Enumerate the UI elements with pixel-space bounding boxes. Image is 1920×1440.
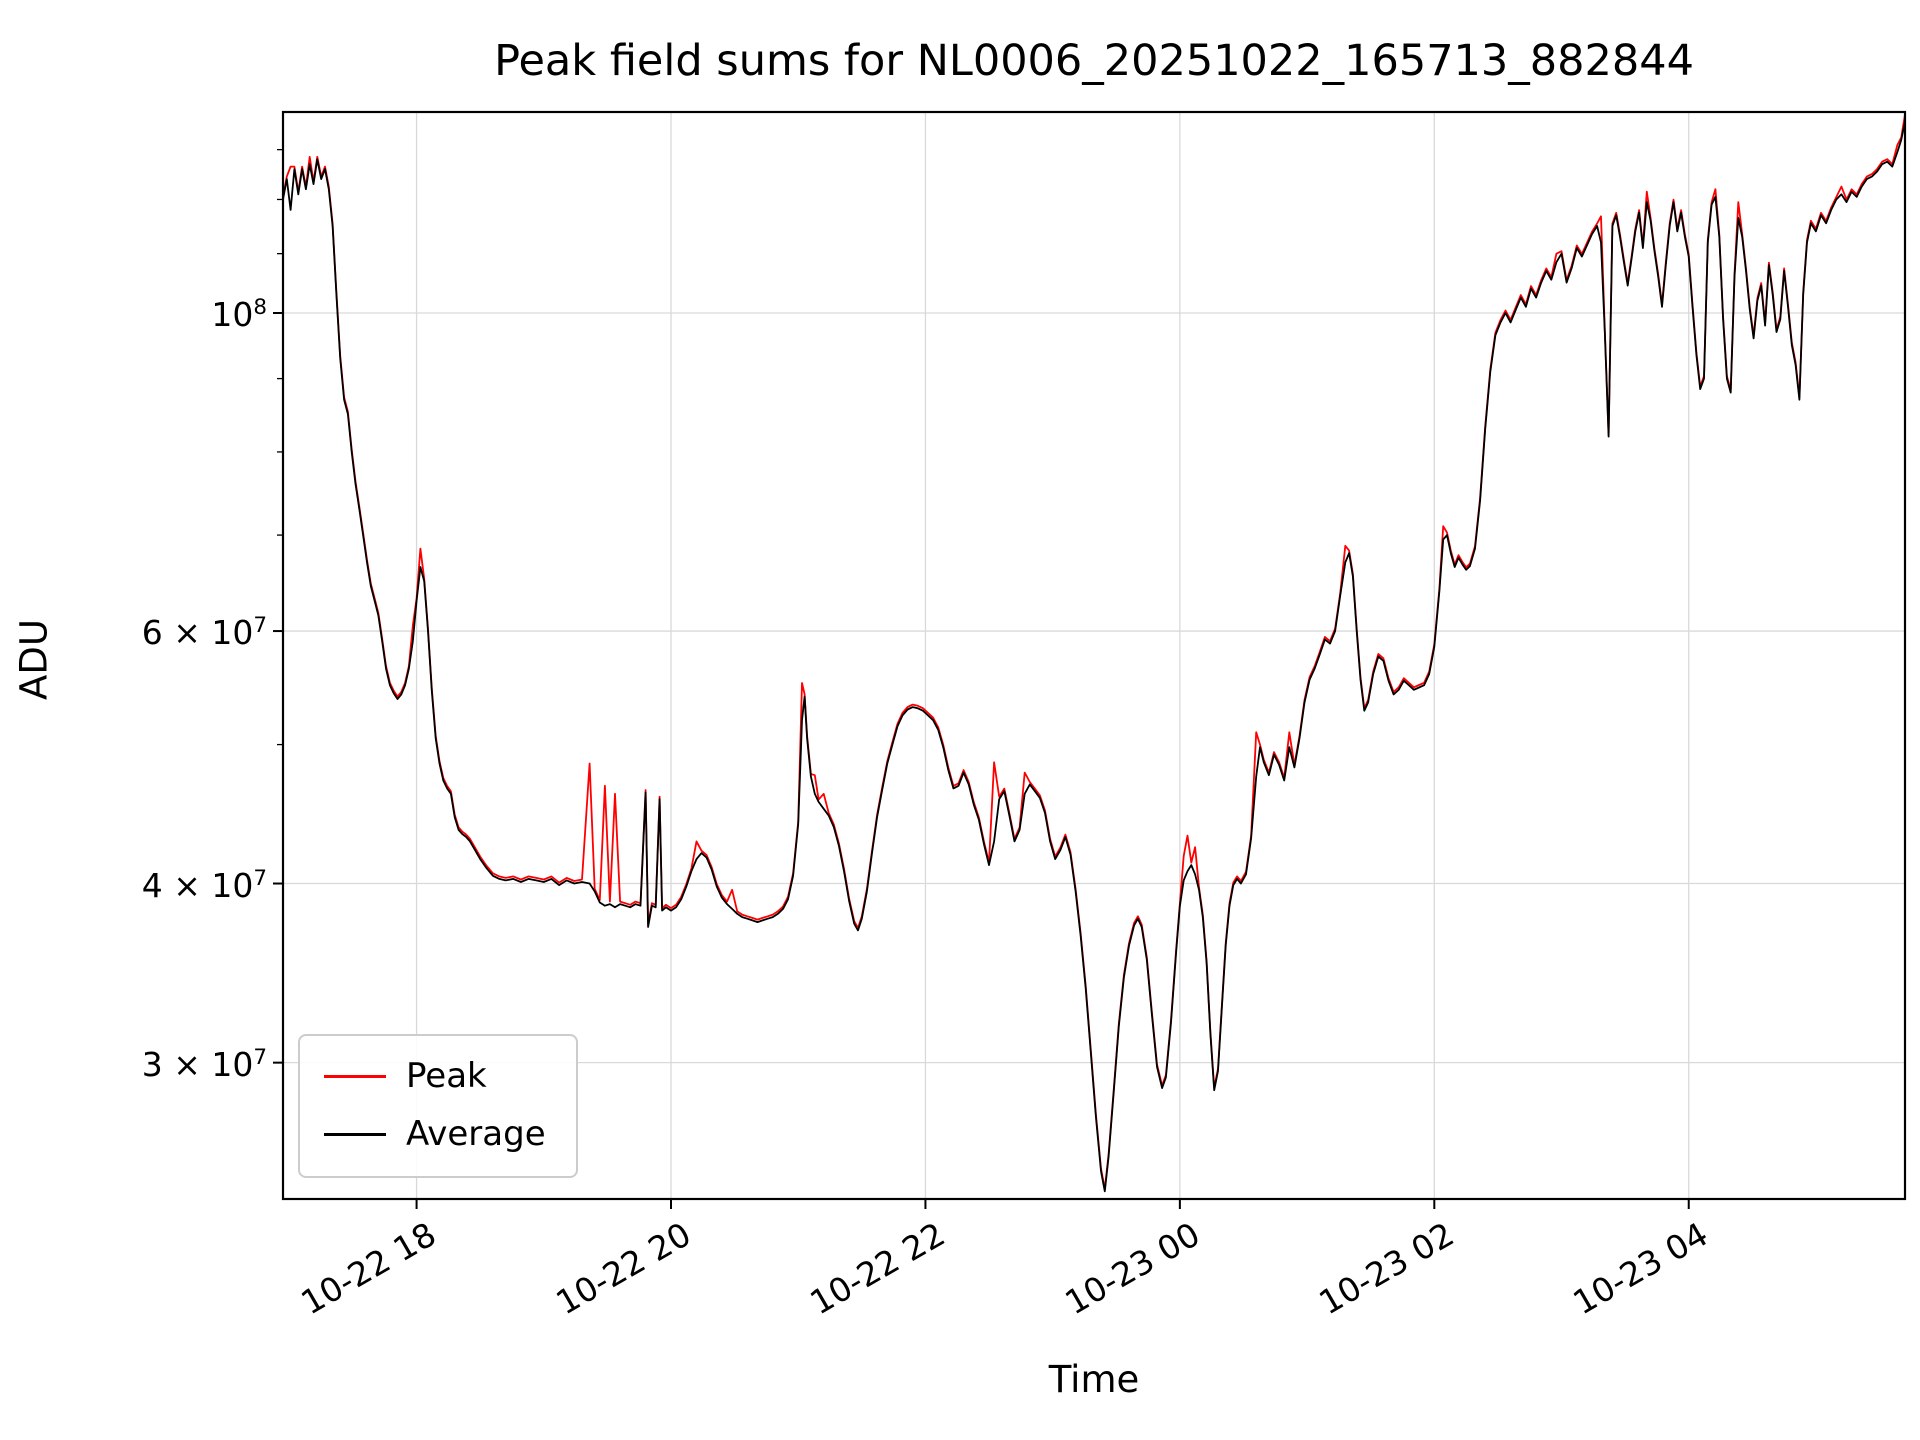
plot-border: [281, 110, 1907, 1201]
plot-svg: [273, 110, 1907, 1209]
y-tick-label: 6 × 107: [141, 613, 267, 653]
x-tick-label: 10-22 18: [294, 1214, 443, 1323]
x-axis-label: Time: [1048, 1358, 1140, 1401]
average-line: [282, 121, 1906, 1193]
legend-entry-peak: Peak: [324, 1056, 546, 1096]
y-axis-label: ADU: [12, 619, 56, 700]
x-tick-label: 10-23 04: [1566, 1214, 1715, 1323]
legend-label-peak: Peak: [406, 1056, 487, 1096]
x-tick-label: 10-23 00: [1057, 1214, 1206, 1323]
y-tick-label: 3 × 107: [141, 1044, 267, 1084]
legend-entry-average: Average: [324, 1114, 546, 1154]
x-tick-label: 10-23 02: [1312, 1214, 1461, 1323]
x-tick-label: 10-22 20: [549, 1214, 698, 1323]
average-line-swatch: [324, 1132, 386, 1136]
peak-line-swatch: [324, 1074, 386, 1078]
legend: Peak Average: [298, 1034, 578, 1178]
legend-label-average: Average: [406, 1114, 546, 1154]
plot-area: [273, 110, 1907, 1209]
peak-line: [282, 114, 1906, 1190]
chart-title: Peak field sums for NL0006_20251022_1657…: [494, 36, 1694, 86]
y-tick-label: 108: [211, 294, 267, 334]
y-tick-label: 4 × 107: [141, 865, 267, 905]
x-tick-label: 10-22 22: [803, 1214, 952, 1323]
